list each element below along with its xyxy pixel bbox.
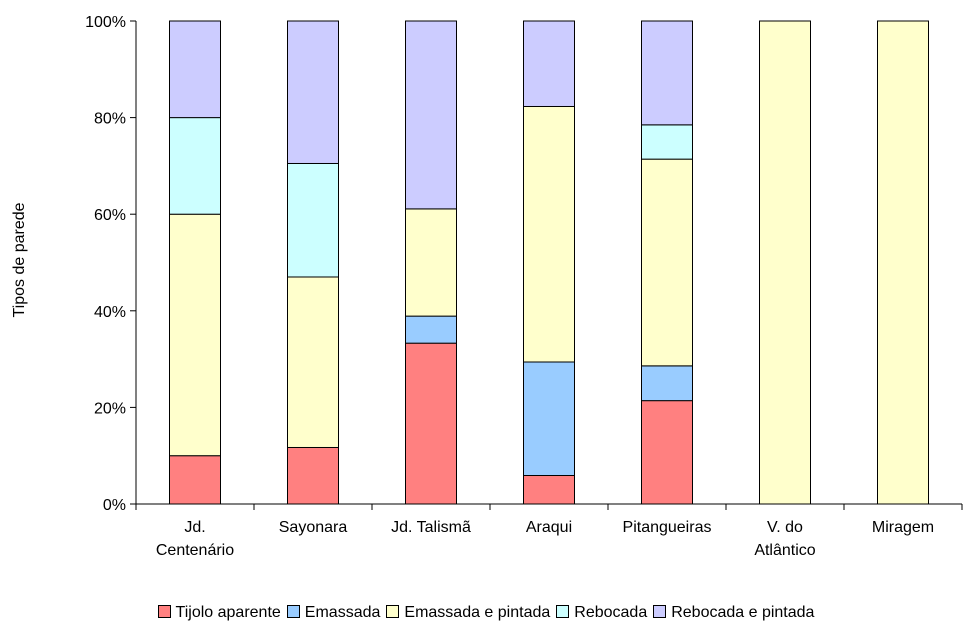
bar-segment [641, 365, 693, 402]
x-tick-label: Pitangueiras [623, 519, 712, 536]
stacked-bar-chart: Tipos de parede Jd. Centenário Sayonara Jd.… [11, 14, 963, 559]
y-tick-label: 40% [94, 304, 126, 321]
bar-segment [523, 105, 575, 363]
legend-item: Rebocada e pintada [653, 604, 814, 622]
legend-swatch [157, 605, 171, 618]
legend-label: Rebocada [574, 604, 648, 621]
bar-segment [287, 162, 339, 278]
bar-segment [877, 20, 929, 505]
bar-segment [287, 446, 339, 505]
legend-label: Emassada e pintada [404, 604, 551, 621]
bar-segment [759, 20, 811, 505]
legend-item: Tijolo aparente [157, 604, 281, 622]
legend-swatch [286, 605, 300, 618]
bar-segment [523, 361, 575, 477]
bar-segment [405, 20, 457, 210]
bar-segment [405, 342, 457, 505]
bar-segment [641, 20, 693, 126]
legend-label: Rebocada e pintada [671, 604, 815, 621]
bar-segment [405, 208, 457, 317]
legend: Tijolo aparente Emassada Emassada e pintad… [0, 604, 972, 622]
x-tick-label: V. do Atlântico [754, 519, 815, 559]
legend-swatch [386, 605, 400, 618]
bar-segment [169, 20, 221, 119]
bar-segment [169, 455, 221, 505]
x-tick-label: Araqui [526, 519, 572, 536]
bar-segment [641, 400, 693, 505]
legend-item: Rebocada [556, 604, 647, 622]
legend-label: Tijolo aparente [175, 604, 281, 621]
bar-segment [169, 117, 221, 215]
y-tick-label: 80% [94, 111, 126, 128]
x-tick-label: Jd. Centenário [156, 519, 234, 559]
bar-segment [641, 124, 693, 160]
bar-segment [523, 475, 575, 505]
x-tick-label: Jd. Talismã [391, 519, 471, 536]
legend-swatch [556, 605, 570, 618]
y-tick-label: 100% [85, 14, 126, 31]
legend-item: Emassada e pintada [386, 604, 550, 622]
y-axis-title: Tipos de parede [11, 202, 28, 317]
legend-label: Emassada [304, 604, 381, 621]
legend-item: Emassada [286, 604, 381, 622]
bar-segment [287, 276, 339, 448]
bar-segment [641, 158, 693, 367]
bar-segment [405, 315, 457, 344]
bar-segment [287, 20, 339, 164]
bar-segment [169, 213, 221, 457]
y-tick-label: 60% [94, 207, 126, 224]
bar-segment [523, 20, 575, 107]
x-tick-label: Sayonara [279, 519, 348, 536]
y-tick-label: 0% [103, 497, 126, 514]
x-tick-label: Miragem [872, 519, 934, 536]
legend-swatch [653, 605, 667, 618]
y-tick-label: 20% [94, 400, 126, 417]
